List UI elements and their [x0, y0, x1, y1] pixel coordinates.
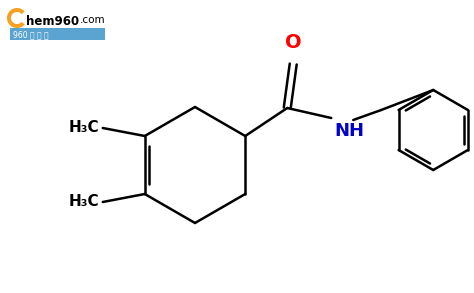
Text: hem960: hem960 — [26, 15, 79, 28]
FancyBboxPatch shape — [10, 28, 105, 40]
Text: .com: .com — [80, 15, 106, 25]
Text: NH: NH — [334, 122, 364, 140]
Text: 960 化 工 网: 960 化 工 网 — [13, 30, 49, 40]
Text: H₃C: H₃C — [68, 120, 99, 135]
Wedge shape — [7, 8, 25, 28]
Text: O: O — [285, 33, 301, 52]
Text: H₃C: H₃C — [68, 195, 99, 209]
